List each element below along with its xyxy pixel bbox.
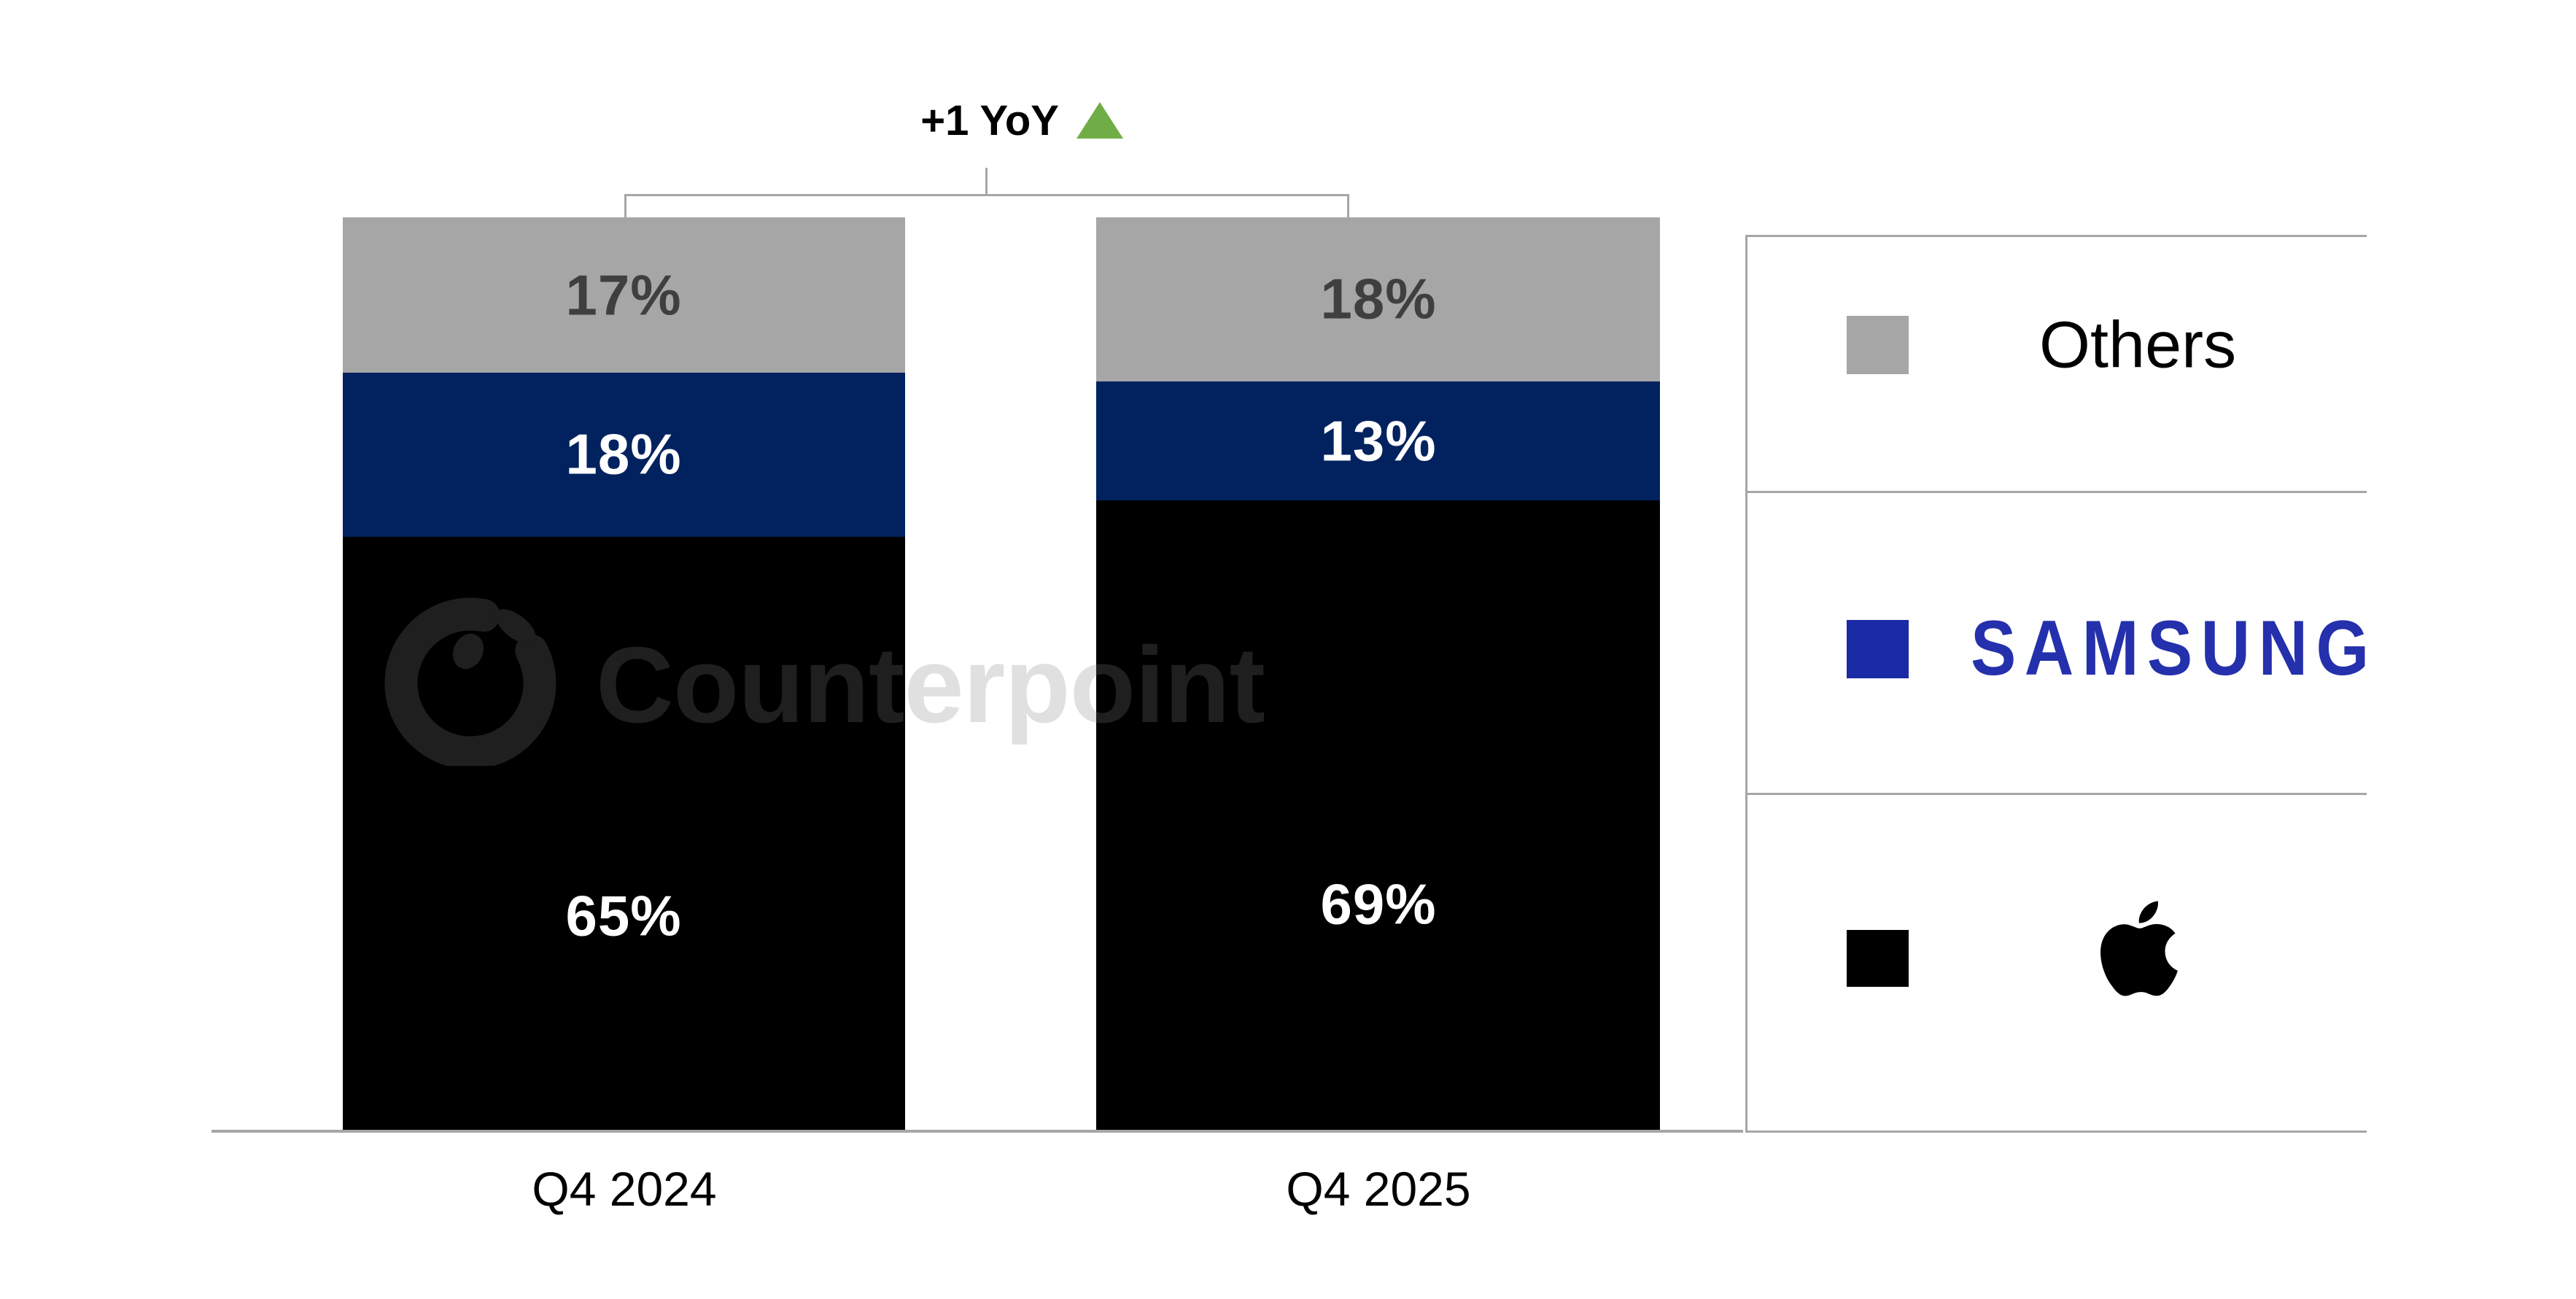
yoy-bracket-mid-tick <box>985 168 988 196</box>
value-label-q4-2024-samsung: 18% <box>565 422 682 486</box>
legend-border-left <box>1745 235 1747 1133</box>
x-axis-label-q4-2024: Q4 2024 <box>532 1162 717 1216</box>
yoy-annotation-text: +1 YoY <box>920 96 1059 144</box>
bar-q4-2024-samsung-segment <box>343 373 905 537</box>
yoy-bracket-right-tick <box>1347 194 1349 217</box>
value-label-q4-2024-others: 17% <box>565 263 682 327</box>
legend-swatch-others <box>1847 316 1909 374</box>
value-label-q4-2024-apple: 65% <box>565 883 682 948</box>
yoy-bracket-left-tick <box>624 194 626 217</box>
yoy-annotation: +1 YoY <box>831 96 1123 144</box>
legend-border-bottom <box>1745 1131 2367 1133</box>
legend-divider-others-samsung <box>1745 491 2367 493</box>
samsung-logo-wordmark: SAMSUNG <box>1971 605 2378 692</box>
value-label-q4-2025-samsung: 13% <box>1320 408 1437 473</box>
bar-q4-2024-others-segment <box>343 217 905 373</box>
x-axis-line <box>212 1130 1743 1133</box>
bar-q4-2025-samsung-segment <box>1096 381 1660 500</box>
x-axis-label-q4-2025: Q4 2025 <box>1286 1162 1471 1216</box>
apple-logo-icon <box>2100 901 2178 996</box>
value-label-q4-2025-apple: 69% <box>1320 872 1437 937</box>
legend-label-others: Others <box>2039 309 2237 382</box>
legend-divider-samsung-apple <box>1745 793 2367 795</box>
up-triangle-icon <box>1076 102 1123 139</box>
bar-q4-2024-apple-segment <box>343 537 905 1131</box>
legend-swatch-samsung <box>1847 620 1909 678</box>
legend-swatch-apple <box>1847 930 1909 987</box>
bar-q4-2025-apple-segment <box>1096 500 1660 1131</box>
bar-q4-2025-others-segment <box>1096 217 1660 381</box>
legend-border-top <box>1745 235 2367 237</box>
value-label-q4-2025-others: 18% <box>1320 266 1437 331</box>
